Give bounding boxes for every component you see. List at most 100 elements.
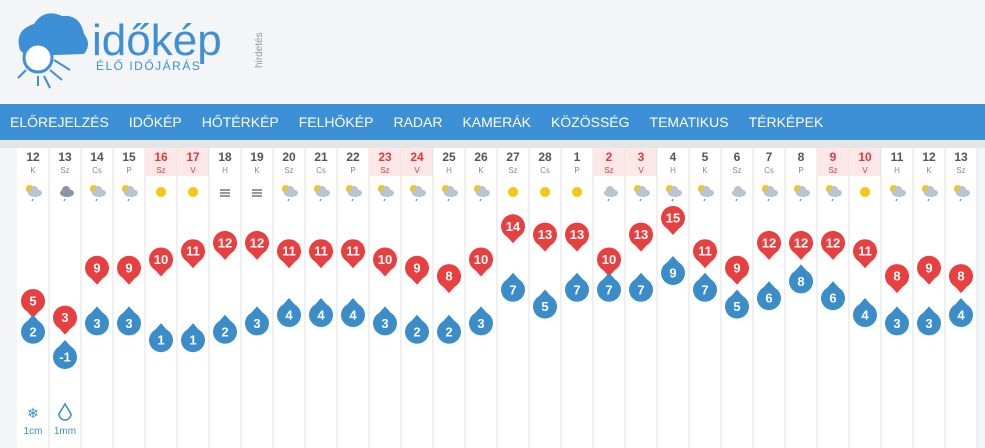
- rain: [895, 198, 898, 202]
- drop-shape: [629, 277, 653, 302]
- weekend-header: [401, 148, 433, 176]
- min-temp-drop: 2: [405, 314, 429, 344]
- max-temp: 12: [794, 235, 808, 250]
- pin-shape: [917, 255, 941, 280]
- weekday: V: [190, 166, 196, 175]
- weekend-header: [849, 148, 881, 176]
- max-temp: 11: [186, 244, 200, 259]
- nav-item[interactable]: TEMATIKUS: [649, 114, 729, 130]
- min-temp: 4: [957, 308, 965, 323]
- max-temp-pin: 13: [629, 222, 653, 252]
- date: 7: [766, 150, 773, 164]
- date: 13: [58, 150, 72, 164]
- pin-shape: [181, 239, 205, 264]
- max-temp: 11: [282, 244, 296, 259]
- cloud: [670, 186, 678, 194]
- pin-shape: [53, 305, 77, 330]
- weather-icon: [954, 185, 970, 202]
- min-temp-drop: 5: [725, 289, 749, 319]
- nav-item[interactable]: IDŐKÉP: [128, 114, 182, 130]
- nav-item[interactable]: RADAR: [393, 114, 443, 130]
- pin-shape: [341, 239, 365, 264]
- cloud: [414, 186, 422, 194]
- date: 23: [378, 150, 392, 164]
- drop-shape: [533, 294, 557, 319]
- max-temp: 9: [733, 260, 740, 275]
- pin-shape: [885, 264, 909, 289]
- pin-shape: [213, 230, 237, 255]
- max-temp-pin: 3: [53, 305, 77, 335]
- max-temp: 3: [61, 310, 68, 325]
- max-temp: 15: [666, 211, 680, 226]
- weekday: Sz: [732, 166, 741, 175]
- weather-icon: [826, 185, 842, 202]
- min-temp: 3: [925, 316, 932, 331]
- date: 22: [346, 150, 360, 164]
- max-temp: 12: [826, 235, 840, 250]
- date: 18: [218, 150, 232, 164]
- min-temp: 3: [477, 316, 484, 331]
- max-temp-pin: 12: [757, 230, 781, 260]
- rain: [767, 198, 770, 202]
- max-temp-pin: 15: [661, 206, 685, 235]
- sun: [860, 187, 870, 197]
- rain: [127, 198, 130, 202]
- max-temp: 12: [762, 235, 776, 250]
- drop-shape: [309, 303, 333, 327]
- weather-icon: [508, 187, 518, 197]
- weekday: V: [638, 166, 644, 175]
- drop-shape: [181, 328, 205, 353]
- max-temp: 9: [93, 260, 100, 275]
- date: 13: [954, 150, 968, 164]
- max-temp-pin: 8: [437, 264, 461, 294]
- max-temp: 8: [445, 269, 452, 284]
- weekday: Sz: [828, 166, 837, 175]
- nav-item[interactable]: KÖZÖSSÉG: [550, 114, 630, 130]
- weather-icon: [156, 187, 166, 197]
- min-temp-drop: 7: [597, 272, 621, 302]
- weekday: Sz: [956, 166, 965, 175]
- max-temp-pin: 11: [341, 239, 365, 269]
- drop-shape: [469, 311, 493, 336]
- weather-icon: [922, 185, 938, 202]
- weekday: Cs: [764, 166, 774, 175]
- nav-item[interactable]: HŐTÉRKÉP: [201, 114, 279, 130]
- weather-icon: [666, 185, 682, 202]
- logo-rays: [17, 59, 71, 89]
- date: 1: [574, 150, 581, 164]
- min-temp: 1: [189, 333, 196, 348]
- nav-item[interactable]: FELHŐKÉP: [298, 114, 374, 130]
- pin-shape: [725, 255, 749, 280]
- drop-shape: [405, 319, 429, 344]
- min-temp-drop: 7: [501, 272, 525, 302]
- nav-item[interactable]: TÉRKÉPEK: [748, 114, 824, 130]
- date: 19: [250, 150, 264, 164]
- cloud: [606, 186, 614, 194]
- pin-shape: [117, 255, 141, 280]
- min-temp-drop: 5: [533, 289, 557, 319]
- pin-shape: [853, 239, 877, 264]
- cloud: [94, 186, 102, 194]
- max-temp: 11: [346, 244, 360, 259]
- max-temp-pin: 12: [213, 230, 237, 260]
- pin-shape: [437, 264, 461, 289]
- max-temp-pin: 11: [277, 239, 301, 269]
- max-temp-pin: 9: [85, 255, 109, 285]
- weekday: Sz: [508, 166, 517, 175]
- cloud: [766, 186, 774, 194]
- cloud: [446, 186, 454, 194]
- min-temp: 3: [381, 316, 388, 331]
- rain-amount: 1mm: [54, 426, 76, 437]
- date: 16: [154, 150, 168, 164]
- cloud: [830, 186, 838, 194]
- nav-item[interactable]: KAMERÁK: [462, 114, 531, 130]
- nav-item[interactable]: ELŐREJELZÉS: [10, 114, 109, 130]
- weekday: V: [414, 166, 420, 175]
- drop-shape: [373, 311, 397, 336]
- max-temp: 13: [538, 227, 552, 242]
- date: 14: [90, 150, 104, 164]
- max-temp-pin: 14: [501, 214, 525, 244]
- max-temp: 13: [634, 227, 648, 242]
- min-temp: 1: [157, 333, 164, 348]
- drop-shape: [853, 303, 877, 327]
